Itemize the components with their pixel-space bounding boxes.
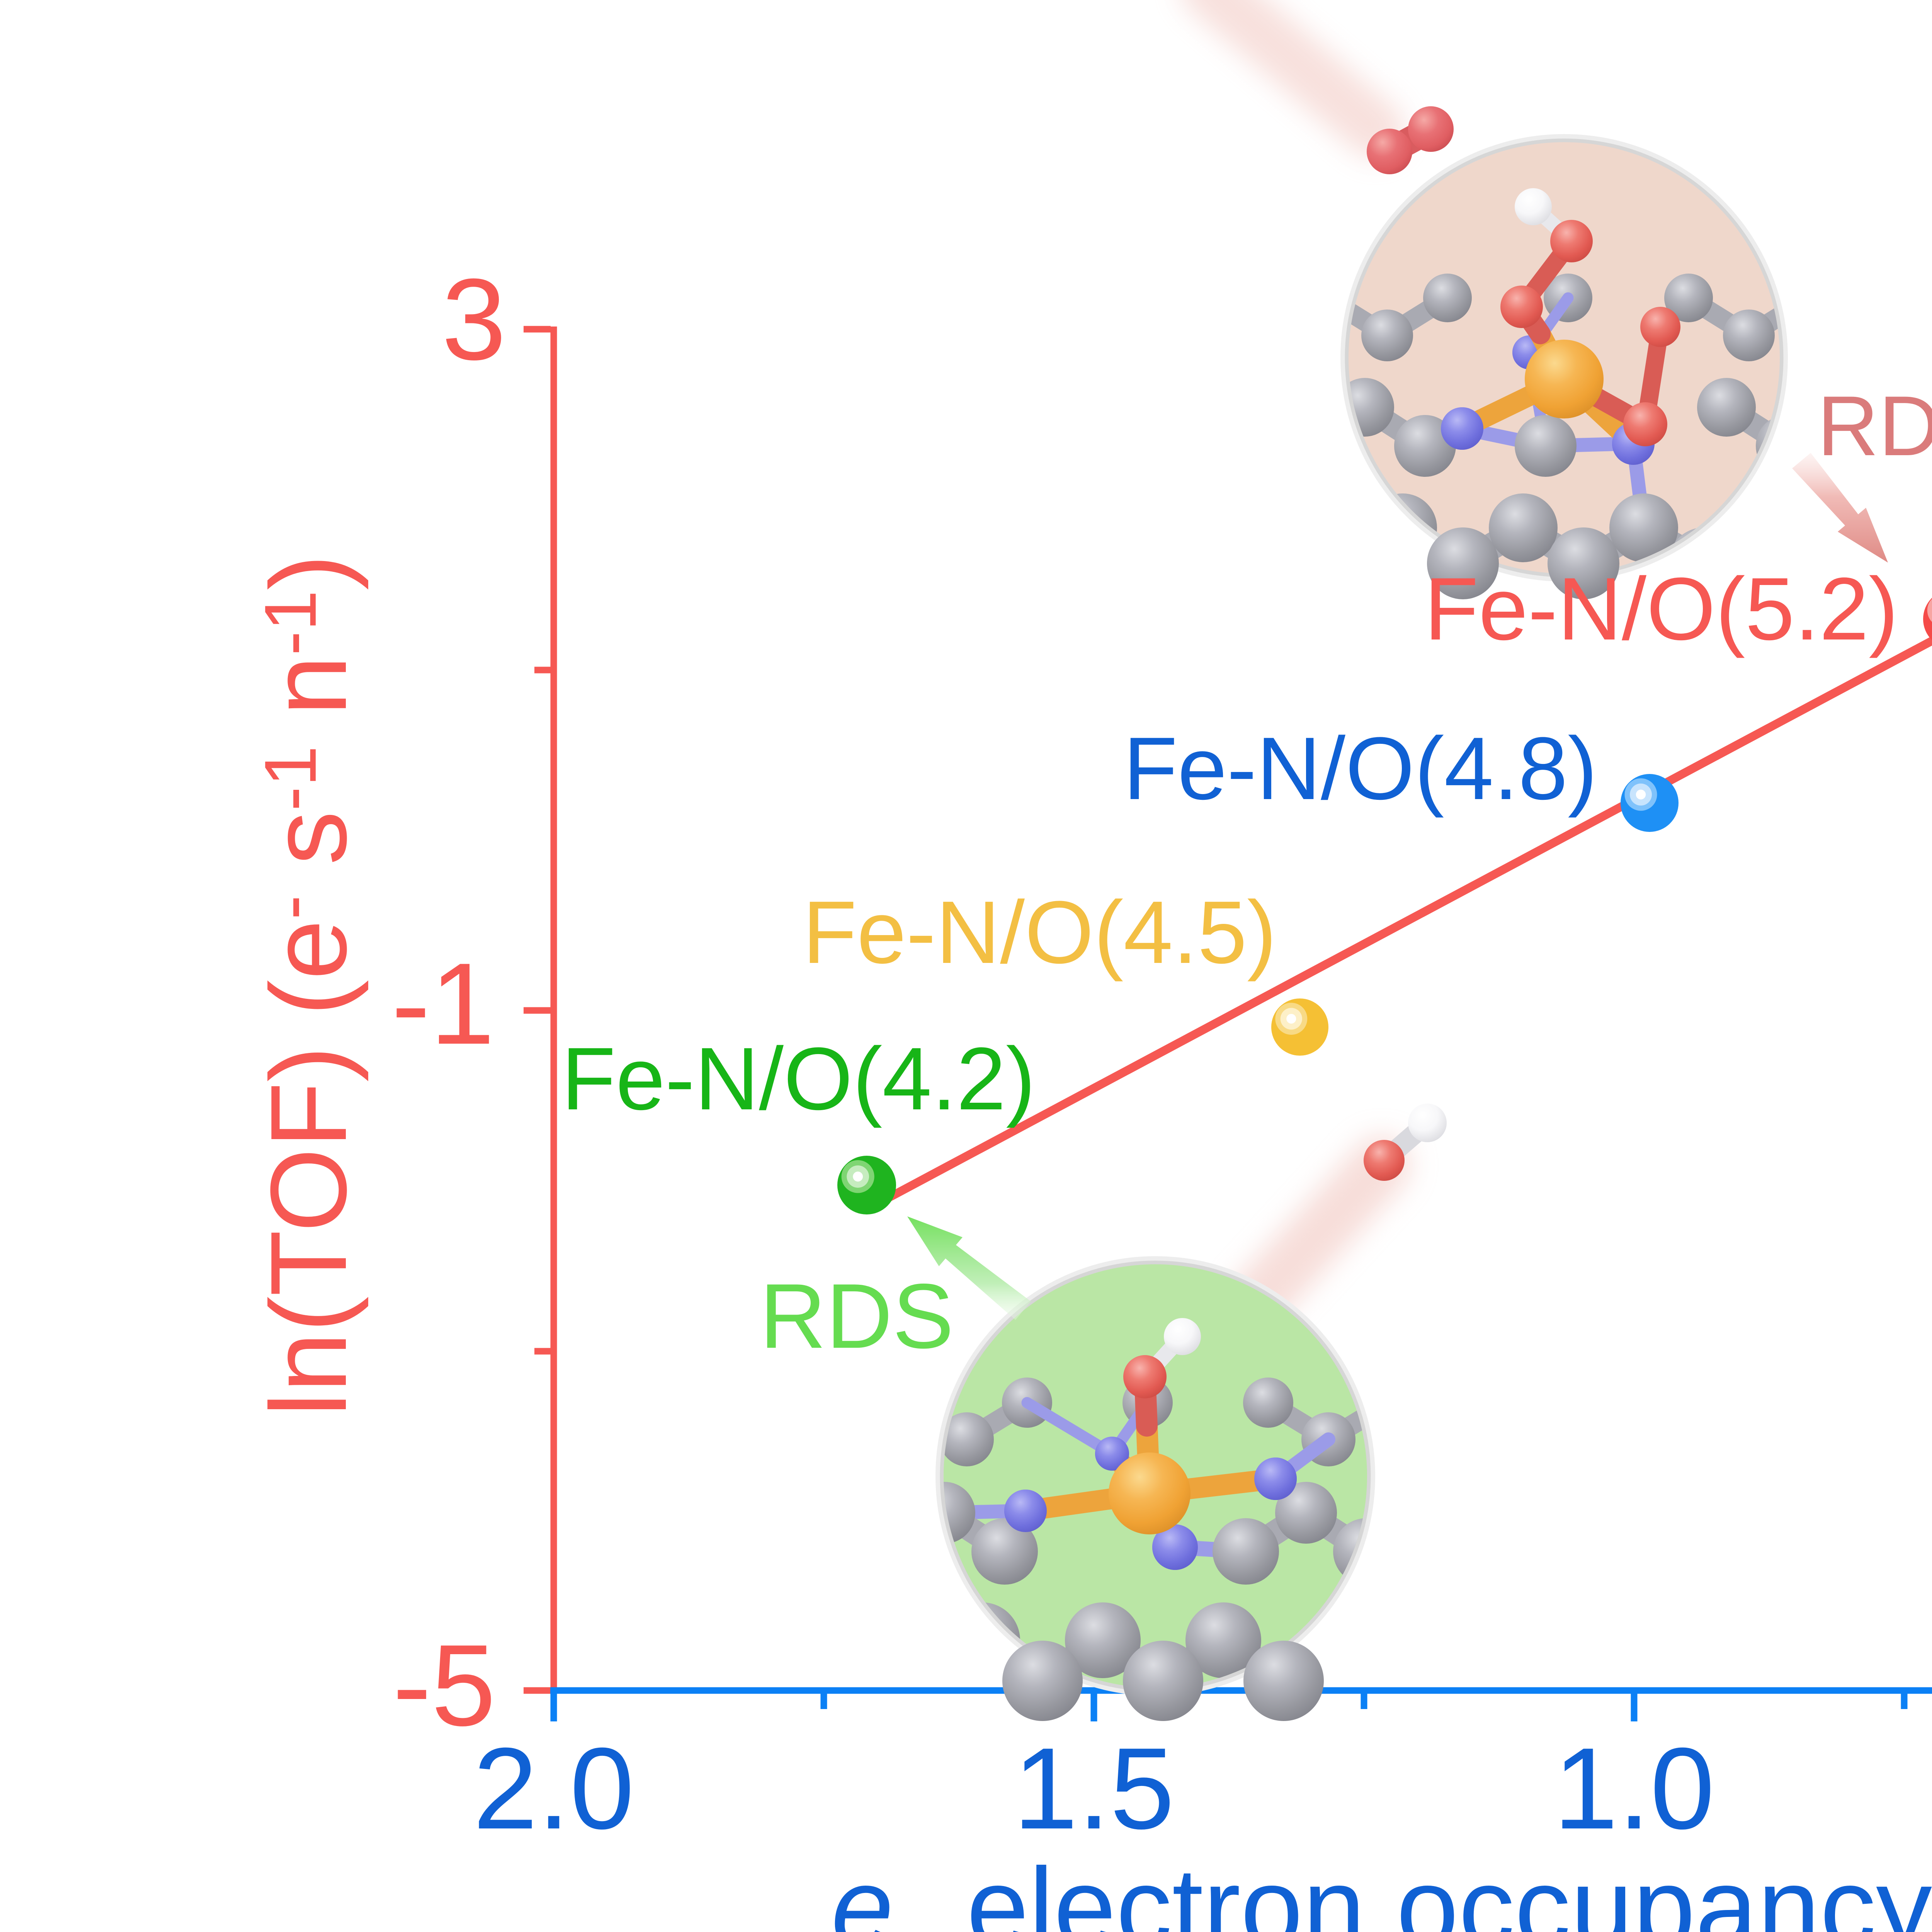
svg-text:3: 3 xyxy=(442,254,506,384)
svg-text:Fe-N/O(4.2): Fe-N/O(4.2) xyxy=(561,1029,1036,1128)
svg-text:Fe-N/O(4.5): Fe-N/O(4.5) xyxy=(803,883,1277,982)
svg-text:1.5: 1.5 xyxy=(1013,1723,1174,1853)
svg-text:-5: -5 xyxy=(393,1620,496,1750)
svg-text:eg electron occupancy: eg electron occupancy xyxy=(831,1845,1932,1932)
svg-text:Fe-N/O(5.2): Fe-N/O(5.2) xyxy=(1424,559,1898,658)
svg-text:RDS: RDS xyxy=(1817,378,1932,473)
svg-text:Fe-N/O(4.8): Fe-N/O(4.8) xyxy=(1123,719,1597,818)
svg-text:2.0: 2.0 xyxy=(473,1723,634,1853)
svg-text:-1: -1 xyxy=(391,939,495,1068)
svg-text:ln(TOF) (e- s-1 n-1): ln(TOF) (e- s-1 n-1) xyxy=(248,554,369,1417)
svg-text:RDS: RDS xyxy=(760,1265,954,1367)
svg-text:1.0: 1.0 xyxy=(1553,1723,1714,1853)
